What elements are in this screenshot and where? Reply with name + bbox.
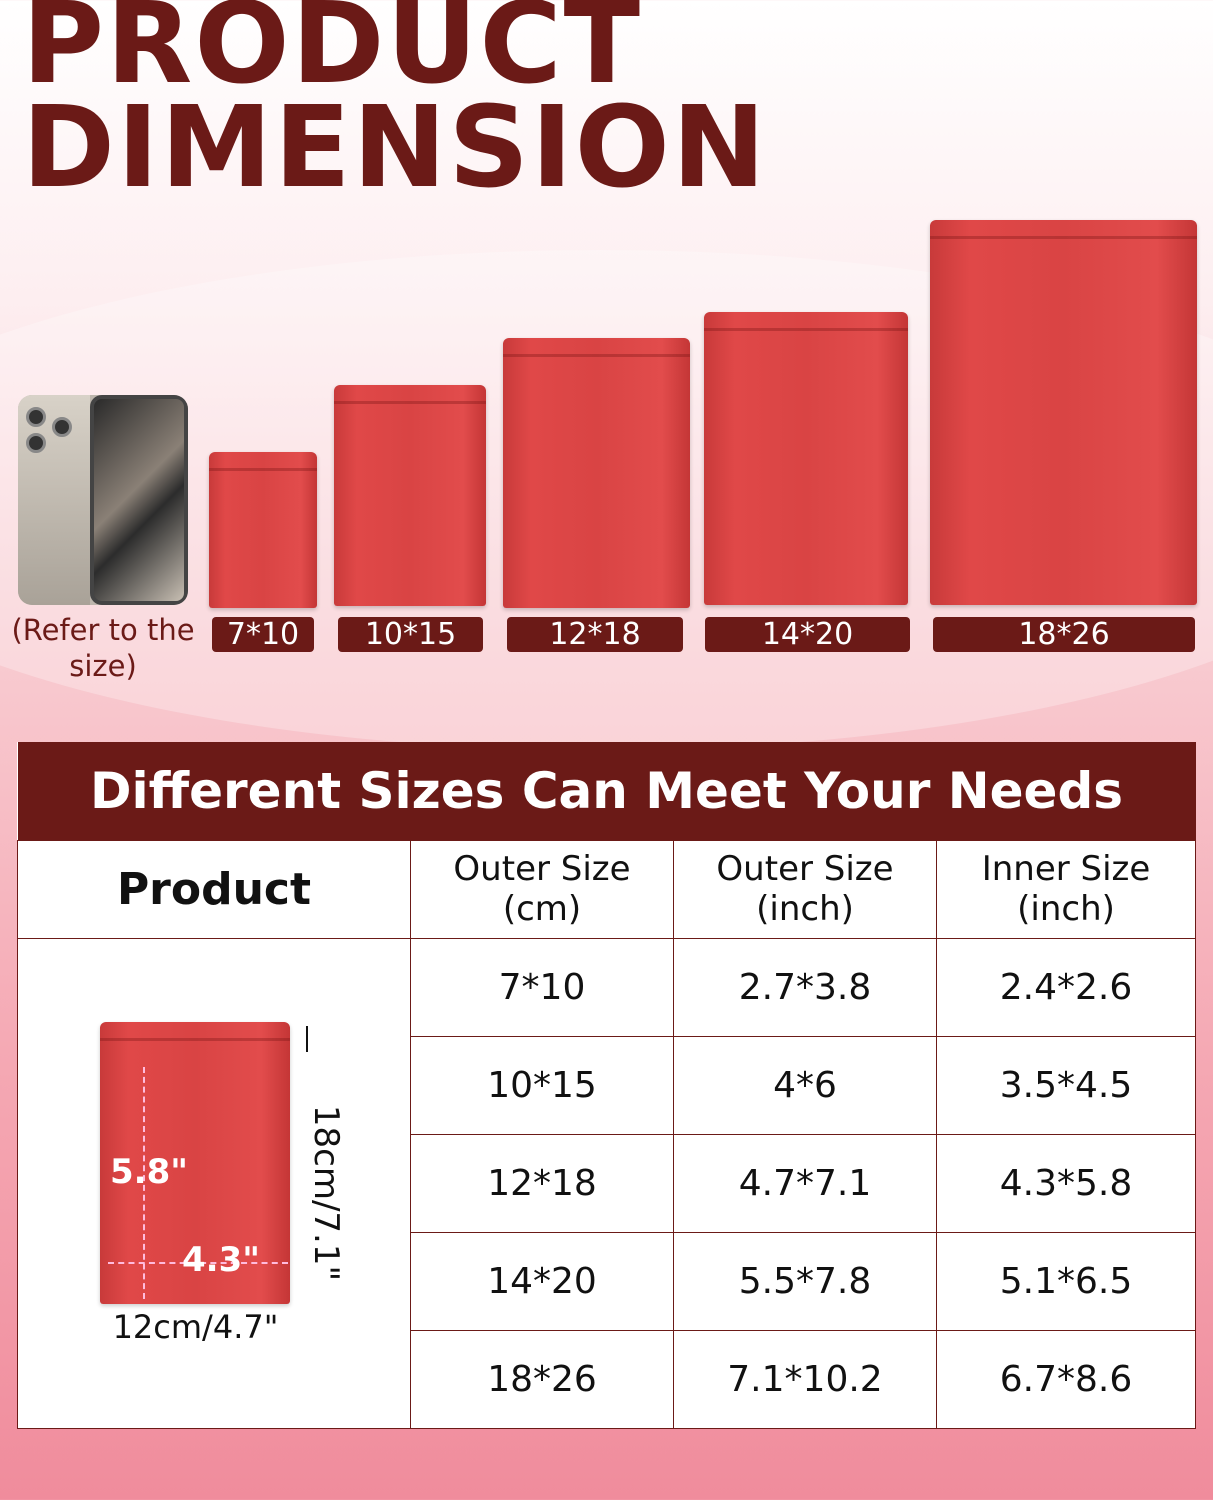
cell: 4.7*7.1 bbox=[673, 1133, 937, 1233]
title-line-2: DIMENSION bbox=[22, 83, 768, 213]
cell: 2.4*2.6 bbox=[936, 937, 1196, 1037]
size-table: Different Sizes Can Meet Your Needs Prod… bbox=[17, 742, 1196, 1429]
cell: 12*18 bbox=[410, 1133, 674, 1233]
cell: 5.1*6.5 bbox=[936, 1231, 1196, 1331]
cell: 4*6 bbox=[673, 1035, 937, 1135]
page-title: PRODUCT DIMENSION bbox=[22, 0, 768, 213]
table-row: 12*18 4.7*7.1 4.3*5.8 bbox=[18, 1133, 1196, 1233]
size-label: 18*26 bbox=[933, 617, 1195, 652]
size-label: 12*18 bbox=[507, 617, 683, 652]
cell: 4.3*5.8 bbox=[936, 1133, 1196, 1233]
cell: 5.5*7.8 bbox=[673, 1231, 937, 1331]
reference-label: (Refer to the size) bbox=[11, 613, 195, 683]
bag-image-12x18 bbox=[503, 338, 690, 608]
size-label: 10*15 bbox=[338, 617, 483, 652]
cell: 3.5*4.5 bbox=[936, 1035, 1196, 1135]
table-row: 14*20 5.5*7.8 5.1*6.5 bbox=[18, 1231, 1196, 1331]
cell: 18*26 bbox=[410, 1329, 674, 1429]
cell: 7.1*10.2 bbox=[673, 1329, 937, 1429]
outer-height-label: 18cm/7.1" bbox=[306, 1052, 346, 1334]
inner-width-line bbox=[108, 1262, 288, 1264]
table-row: 10*15 4*6 3.5*4.5 bbox=[18, 1035, 1196, 1135]
cell: 2.7*3.8 bbox=[673, 937, 937, 1037]
size-label: 14*20 bbox=[705, 617, 910, 652]
phone-reference-image bbox=[18, 395, 188, 605]
column-header: Inner Size (inch) bbox=[936, 839, 1196, 939]
size-label: 7*10 bbox=[212, 617, 314, 652]
inner-height-label: 5.8" bbox=[110, 1152, 188, 1192]
inner-height-line bbox=[143, 1067, 145, 1299]
bag-image-14x20 bbox=[704, 312, 908, 605]
table-row: 18*26 7.1*10.2 6.7*8.6 bbox=[18, 1329, 1196, 1429]
outer-width-label: 12cm/4.7" bbox=[112, 1308, 279, 1346]
cell: 10*15 bbox=[410, 1035, 674, 1135]
column-header: Outer Size (inch) bbox=[673, 839, 937, 939]
title-line-1: PRODUCT bbox=[22, 0, 643, 109]
table-heading: Different Sizes Can Meet Your Needs bbox=[17, 742, 1196, 840]
cell: 6.7*8.6 bbox=[936, 1329, 1196, 1429]
inner-width-label: 4.3" bbox=[182, 1240, 260, 1280]
bag-image-10x15 bbox=[334, 385, 486, 606]
column-header: Product bbox=[17, 839, 411, 939]
bag-image-18x26 bbox=[930, 220, 1197, 605]
cell: 14*20 bbox=[410, 1231, 674, 1331]
column-header: Outer Size (cm) bbox=[410, 839, 674, 939]
bag-dimension-diagram: 5.8" 4.3" bbox=[100, 1022, 290, 1304]
bag-image-7x10 bbox=[209, 452, 317, 608]
cell: 7*10 bbox=[410, 937, 674, 1037]
table-header-row: Product Outer Size (cm) Outer Size (inch… bbox=[17, 839, 1196, 939]
